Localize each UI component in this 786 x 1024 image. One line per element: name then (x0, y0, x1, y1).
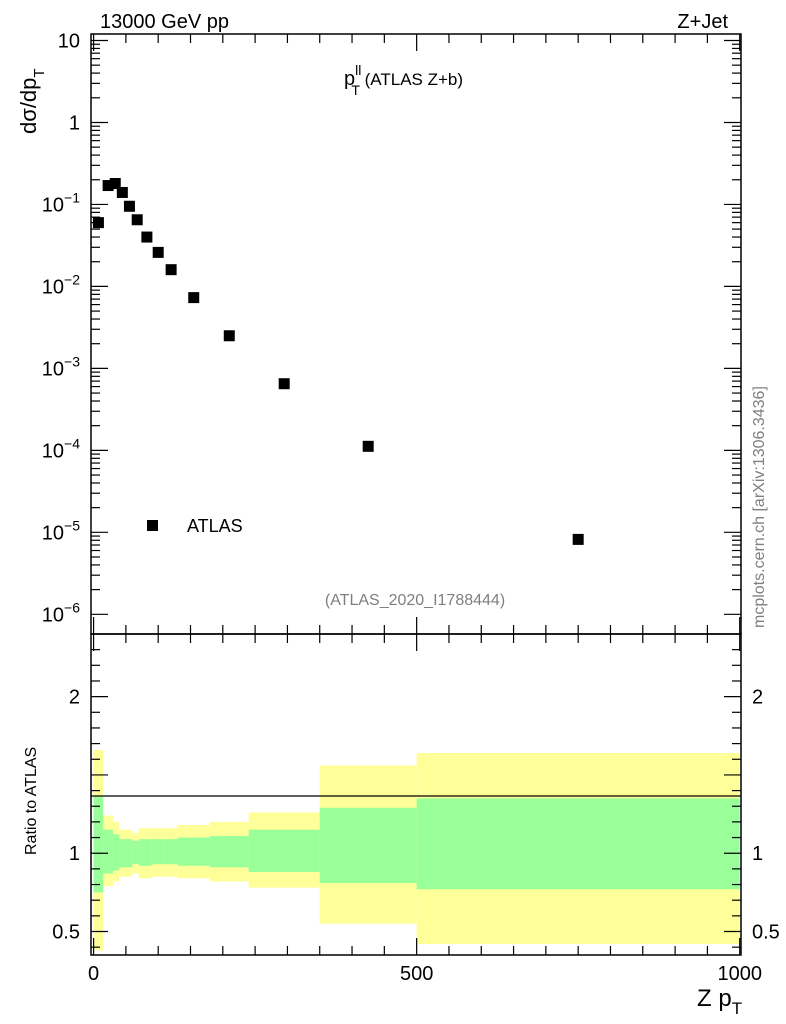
legend-marker (147, 520, 158, 531)
data-point-4 (123, 200, 135, 212)
data-point-6 (141, 231, 153, 243)
main-ytick-label-6: 10−5 (42, 517, 80, 544)
ratio-stat-band-6 (151, 839, 165, 865)
data-point-0 (92, 217, 104, 229)
main-ytick-label-0: 10 (58, 30, 80, 52)
data-point-10 (223, 330, 235, 342)
ratio-ytick-label-left-1: 1 (69, 843, 80, 865)
plot-label: pll T (ATLAS Z+b) (344, 62, 463, 98)
ratio-stat-band-12 (416, 798, 740, 890)
data-point-13 (572, 533, 584, 545)
main-ytick-label-exp: −6 (64, 599, 80, 615)
data-point-12 (362, 440, 374, 452)
main-ytick-label-4: 10−3 (42, 353, 80, 380)
ratio-ytick-label-right-2: 0.5 (752, 922, 780, 944)
data-point-11 (278, 378, 290, 390)
plot-label-main: p (344, 68, 355, 90)
main-ytick-label-7: 10−6 (42, 599, 80, 626)
data-point-5 (131, 214, 143, 226)
ratio-xtick-label-0: 0 (88, 963, 99, 985)
main-ylabel: dσ/dpT (16, 68, 48, 134)
data-point-7 (152, 246, 164, 258)
ratio-xtick-label-2: 1000 (717, 963, 762, 985)
main-ylabel-text: dσ/dp (16, 78, 41, 134)
main-ytick-label-exp: −4 (64, 435, 80, 451)
ratio-stat-band-7 (164, 839, 178, 865)
ratio-stat-band-0 (93, 796, 104, 893)
ratio-stat-band-10 (248, 829, 320, 873)
plot-label-sup: ll (355, 62, 361, 78)
data-point-8 (165, 264, 177, 276)
plot-label-suffix: (ATLAS Z+b) (360, 70, 463, 89)
ratio-stat-band-4 (132, 840, 139, 865)
data-point-2 (109, 178, 121, 190)
main-ytick-label-base: 10 (42, 194, 64, 216)
data-point-9 (188, 292, 200, 304)
side-label: mcplots.cern.ch [arXiv:1306.3436] (751, 386, 768, 628)
ratio-stat-band-11 (319, 807, 417, 883)
ratio-bands (93, 749, 740, 951)
ratio-stat-band-1 (103, 829, 113, 874)
ratio-ytick-label-left-0: 2 (69, 687, 80, 709)
ratio-ylabel: Ratio to ATLAS (23, 747, 40, 855)
xlabel-text: Z p (697, 985, 732, 1012)
ratio-ytick-label-left-2: 0.5 (52, 922, 80, 944)
legend-label: ATLAS (187, 516, 243, 536)
main-ytick-label-base: 10 (42, 358, 64, 380)
ratio-stat-band-9 (209, 835, 249, 868)
main-plot-frame (90, 33, 742, 635)
main-ylabel-sub: T (31, 68, 48, 77)
main-ytick-label-base: 10 (42, 276, 64, 298)
ratio-xtick-label-1: 500 (400, 963, 433, 985)
ratio-stat-band-2 (112, 834, 120, 871)
xlabel: Z pT (697, 985, 742, 1018)
ratio-stat-band-5 (138, 839, 152, 866)
ratio-axis-ticks: 2 2 1 1 0.5 0.5 0 500 1000 (52, 634, 780, 985)
ratio-ytick-label-right-0: 2 (752, 687, 763, 709)
main-ytick-label-exp: −2 (64, 271, 80, 287)
ratio-ytick-label-right-1: 1 (752, 843, 763, 865)
ratio-stat-band-8 (177, 837, 210, 866)
ratio-stat-band-3 (119, 839, 133, 868)
watermark: (ATLAS_2020_I1788444) (325, 592, 505, 609)
main-ytick-label-base: 10 (42, 604, 64, 626)
main-ytick-label-base: 10 (42, 440, 64, 462)
main-ytick-label-exp: −5 (64, 517, 80, 533)
main-ytick-label-3: 10−2 (42, 271, 80, 298)
ratio-plot-frame (90, 633, 742, 956)
main-ytick-label-2: 10−1 (42, 189, 80, 216)
main-ytick-label-5: 10−4 (42, 435, 80, 462)
plot-label-sub: T (351, 82, 360, 98)
main-ytick-label-exp: −1 (64, 189, 80, 205)
main-ytick-label-base: 10 (42, 522, 64, 544)
main-data-points (92, 178, 584, 545)
data-point-3 (116, 186, 128, 198)
header-left: 13000 GeV pp (100, 11, 229, 33)
header-right: Z+Jet (677, 11, 728, 33)
main-ytick-label-1: 1 (69, 112, 80, 134)
xlabel-sub: T (732, 999, 742, 1018)
data-point-1 (102, 180, 114, 192)
main-ytick-label-exp: −3 (64, 353, 80, 369)
